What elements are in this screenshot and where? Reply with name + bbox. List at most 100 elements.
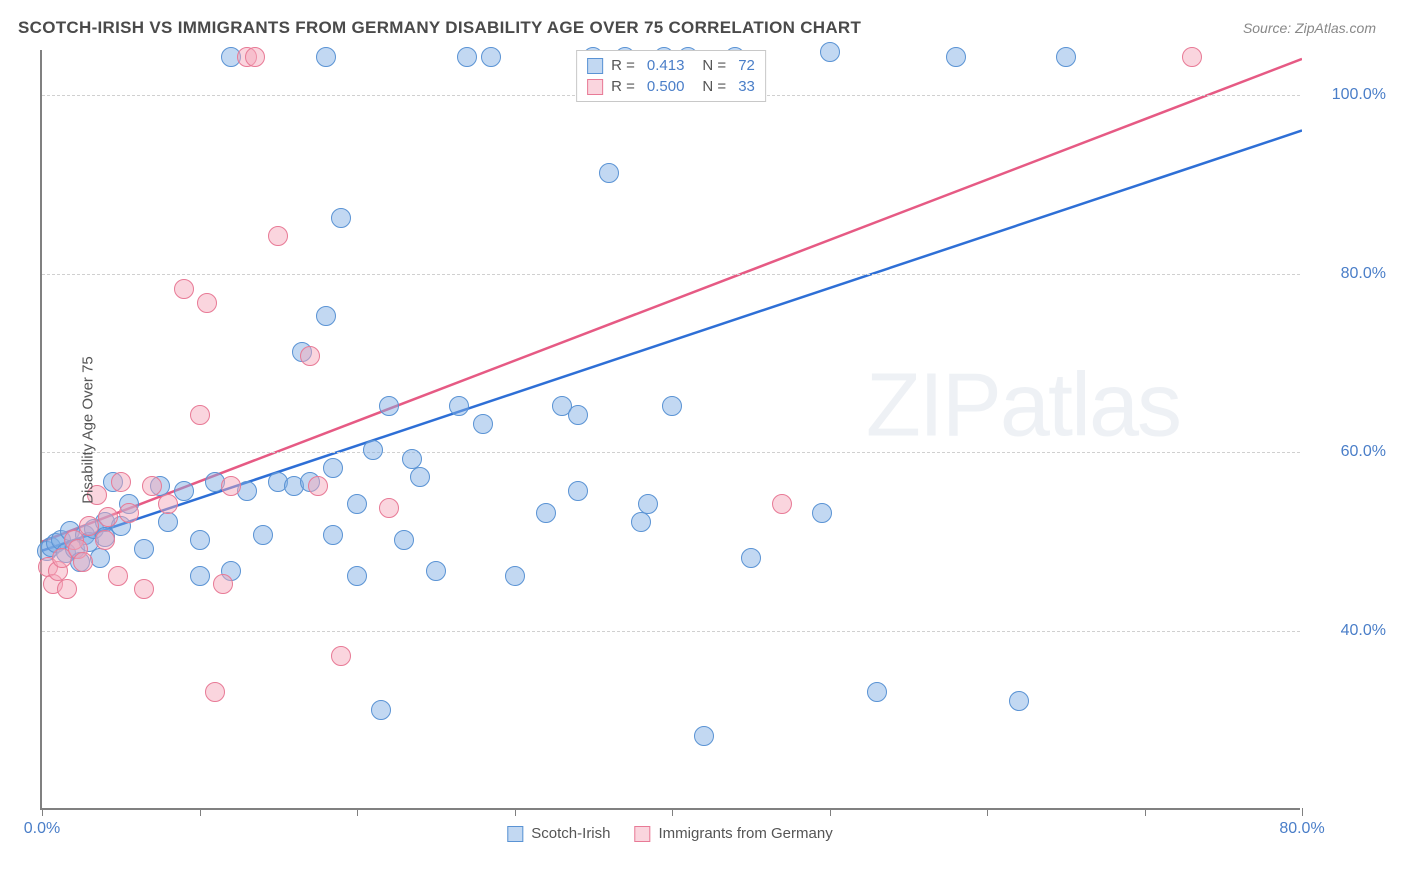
data-point	[946, 47, 966, 67]
n-value: 72	[738, 57, 755, 74]
data-point	[568, 405, 588, 425]
data-point	[253, 525, 273, 545]
data-point	[142, 476, 162, 496]
gridline-h	[42, 452, 1300, 453]
trend-lines	[42, 50, 1302, 810]
r-label: R =	[611, 57, 635, 74]
n-label: N =	[702, 78, 726, 95]
legend-item: Scotch-Irish	[507, 825, 610, 842]
x-tick-mark	[1302, 808, 1303, 816]
legend-swatch	[635, 826, 651, 842]
stats-legend: R = 0.413 N = 72 R = 0.500 N = 33	[576, 50, 766, 102]
data-point	[741, 548, 761, 568]
r-label: R =	[611, 78, 635, 95]
data-point	[323, 458, 343, 478]
data-point	[197, 293, 217, 313]
x-tick-mark	[515, 808, 516, 816]
data-point	[158, 512, 178, 532]
chart-area: ZIPatlas R = 0.413 N = 72 R = 0.500 N = …	[40, 50, 1300, 810]
y-tick-label: 100.0%	[1306, 86, 1386, 104]
legend-swatch	[587, 79, 603, 95]
data-point	[323, 525, 343, 545]
data-point	[213, 574, 233, 594]
legend-label: Scotch-Irish	[531, 825, 610, 842]
data-point	[536, 503, 556, 523]
data-point	[457, 47, 477, 67]
data-point	[379, 498, 399, 518]
data-point	[379, 396, 399, 416]
data-point	[221, 476, 241, 496]
x-tick-mark	[357, 808, 358, 816]
data-point	[245, 47, 265, 67]
data-point	[111, 472, 131, 492]
data-point	[1009, 691, 1029, 711]
data-point	[90, 548, 110, 568]
x-tick-label: 80.0%	[1279, 820, 1324, 838]
data-point	[134, 579, 154, 599]
data-point	[190, 530, 210, 550]
data-point	[772, 494, 792, 514]
data-point	[662, 396, 682, 416]
data-point	[694, 726, 714, 746]
data-point	[820, 42, 840, 62]
gridline-h	[42, 274, 1300, 275]
legend-swatch	[507, 826, 523, 842]
data-point	[316, 306, 336, 326]
data-point	[481, 47, 501, 67]
r-value: 0.500	[647, 78, 685, 95]
x-tick-mark	[1145, 808, 1146, 816]
data-point	[331, 646, 351, 666]
source-label: Source: ZipAtlas.com	[1243, 20, 1376, 36]
data-point	[599, 163, 619, 183]
x-tick-mark	[200, 808, 201, 816]
watermark: ZIPatlas	[866, 355, 1180, 458]
data-point	[308, 476, 328, 496]
legend-label: Immigrants from Germany	[659, 825, 833, 842]
legend-swatch	[587, 58, 603, 74]
data-point	[205, 682, 225, 702]
stats-row: R = 0.500 N = 33	[587, 76, 755, 97]
data-point	[119, 503, 139, 523]
data-point	[331, 208, 351, 228]
data-point	[812, 503, 832, 523]
data-point	[505, 566, 525, 586]
data-point	[73, 552, 93, 572]
chart-title: SCOTCH-IRISH VS IMMIGRANTS FROM GERMANY …	[18, 18, 861, 38]
data-point	[394, 530, 414, 550]
x-tick-mark	[830, 808, 831, 816]
data-point	[410, 467, 430, 487]
data-point	[95, 530, 115, 550]
data-point	[473, 414, 493, 434]
y-axis-label: Disability Age Over 75	[79, 356, 96, 504]
data-point	[426, 561, 446, 581]
data-point	[363, 440, 383, 460]
data-point	[98, 507, 118, 527]
data-point	[347, 566, 367, 586]
data-point	[158, 494, 178, 514]
x-tick-label: 0.0%	[24, 820, 60, 838]
n-value: 33	[738, 78, 755, 95]
legend-item: Immigrants from Germany	[635, 825, 833, 842]
gridline-h	[42, 631, 1300, 632]
y-tick-label: 60.0%	[1306, 443, 1386, 461]
data-point	[568, 481, 588, 501]
x-tick-mark	[987, 808, 988, 816]
data-point	[174, 279, 194, 299]
trend-line	[42, 59, 1302, 542]
data-point	[1182, 47, 1202, 67]
data-point	[108, 566, 128, 586]
data-point	[371, 700, 391, 720]
series-legend: Scotch-Irish Immigrants from Germany	[507, 825, 832, 842]
x-tick-mark	[42, 808, 43, 816]
plot-region: ZIPatlas R = 0.413 N = 72 R = 0.500 N = …	[40, 50, 1300, 810]
data-point	[190, 566, 210, 586]
data-point	[300, 346, 320, 366]
data-point	[57, 579, 77, 599]
data-point	[316, 47, 336, 67]
data-point	[134, 539, 154, 559]
n-label: N =	[702, 57, 726, 74]
y-tick-label: 80.0%	[1306, 265, 1386, 283]
stats-row: R = 0.413 N = 72	[587, 55, 755, 76]
data-point	[631, 512, 651, 532]
data-point	[347, 494, 367, 514]
